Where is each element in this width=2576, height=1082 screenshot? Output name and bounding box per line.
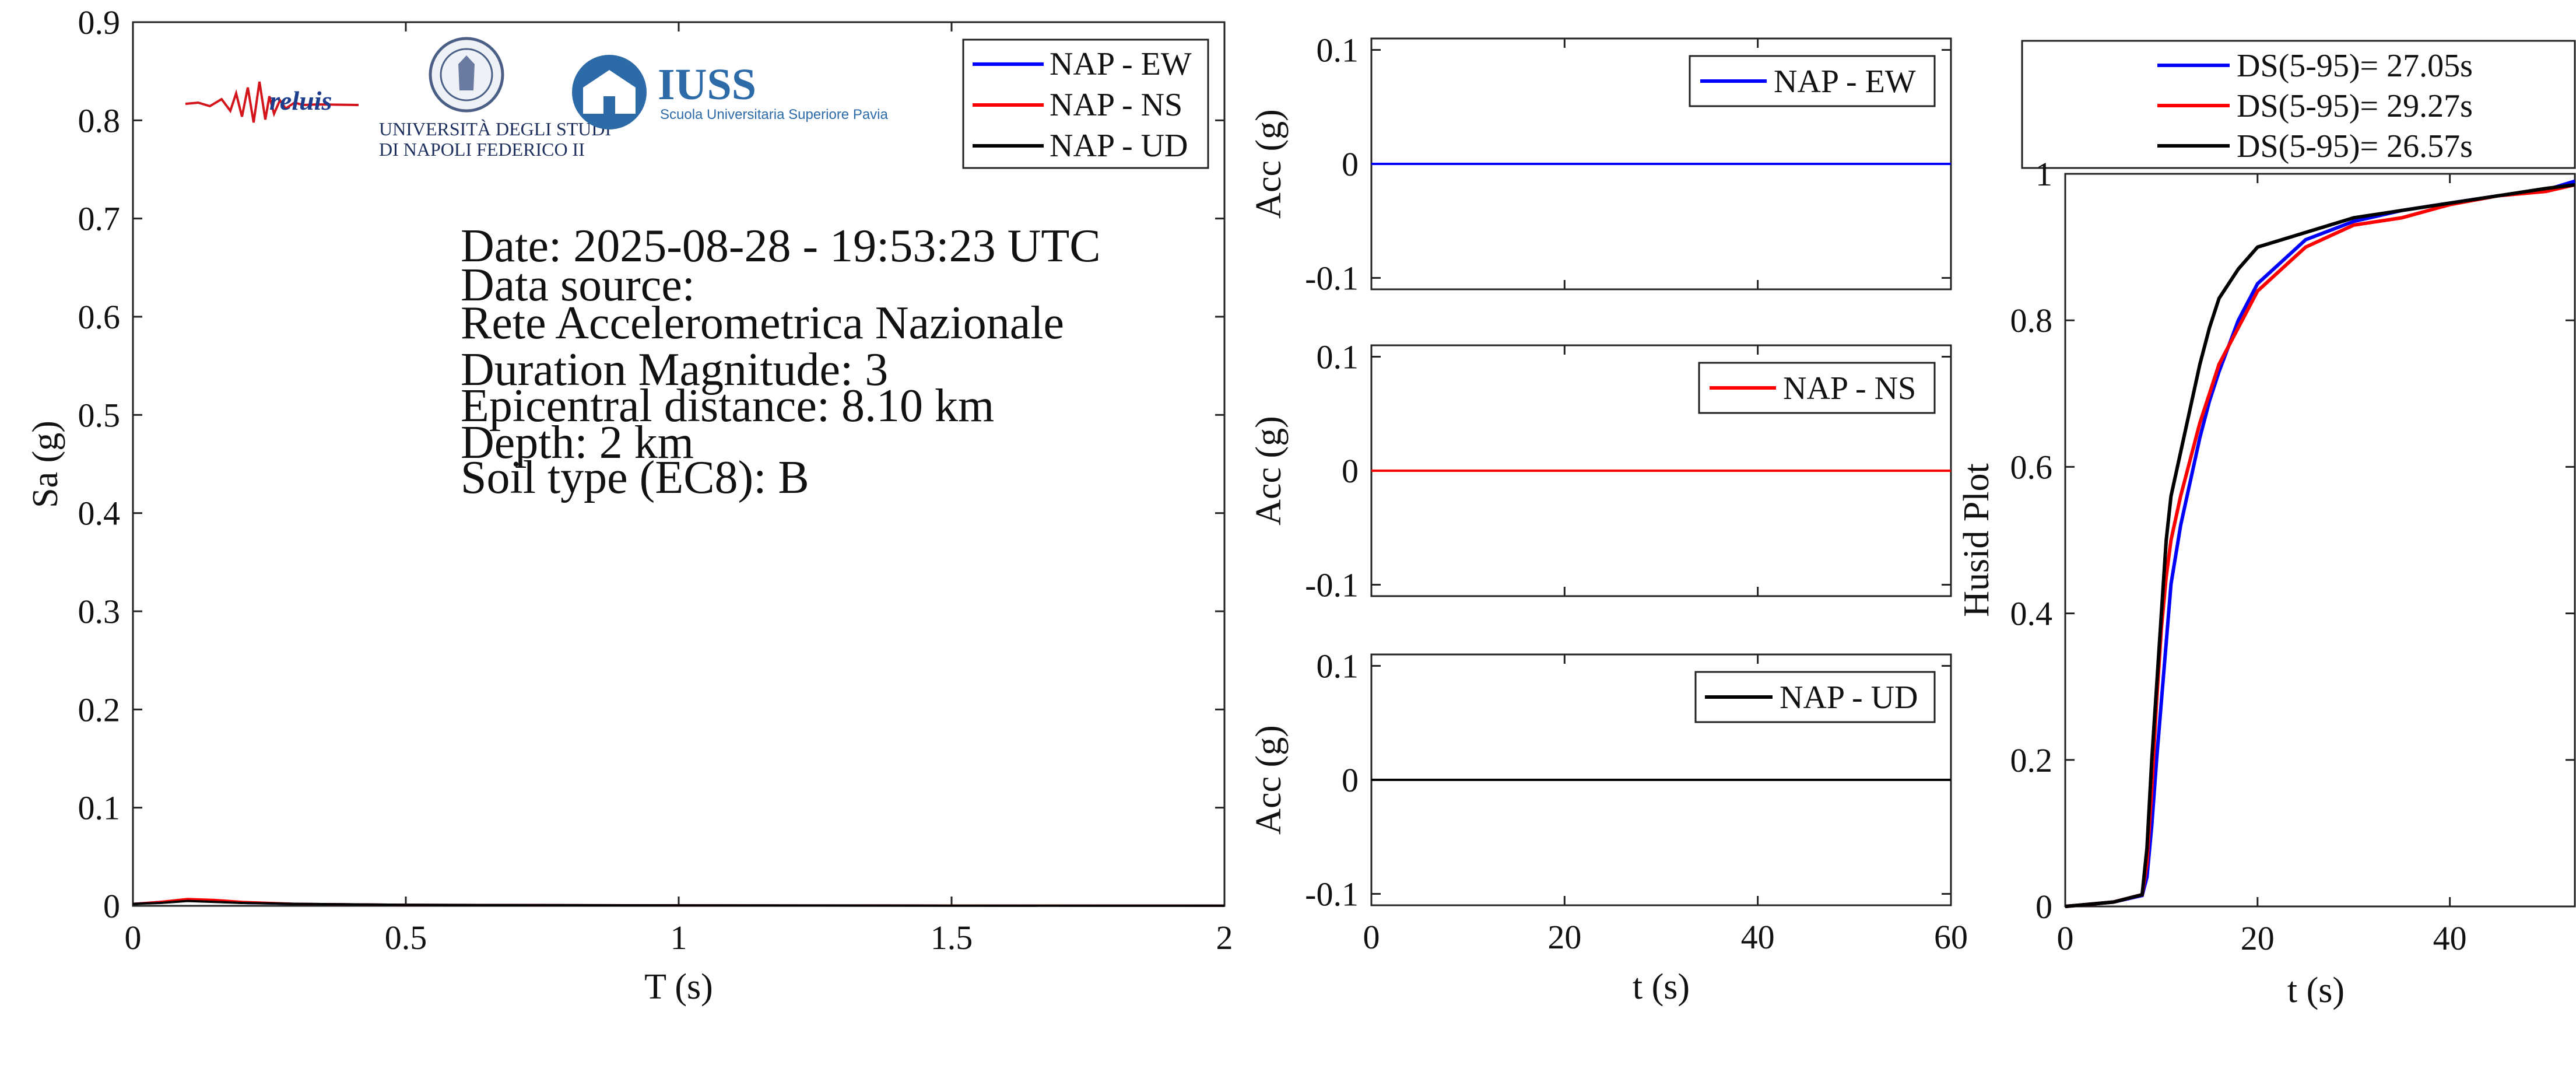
info-date: Date: 2025-08-28 - 19:53:23 UTC xyxy=(461,220,1101,272)
legend-label-ns: NAP - NS xyxy=(1050,87,1182,123)
info-magnitude: Duration Magnitude: 3 xyxy=(461,344,888,395)
acc-ew-ytick-label: 0 xyxy=(1342,145,1359,183)
spectrum-ytick-label: 0.5 xyxy=(78,396,121,434)
husid-lines xyxy=(2065,179,2575,908)
spectrum-xtick-label: 2 xyxy=(1216,919,1233,957)
reluis-logo: reluis xyxy=(185,81,359,123)
husid-ylabel: Husid Plot xyxy=(1957,463,1996,617)
acc-ud-xtick-label: 0 xyxy=(1363,918,1380,956)
acc-ud-legend-label: NAP - UD xyxy=(1780,680,1918,716)
unina-name-line1: UNIVERSITÀ DEGLI STUDI xyxy=(379,118,611,139)
spectrum-ytick-label: 0.4 xyxy=(78,495,121,533)
acc-ew-ylabel: Acc (g) xyxy=(1249,109,1289,219)
acc-ud-ytick-label: 0.1 xyxy=(1317,647,1359,685)
spectrum-series-2-line xyxy=(132,899,1224,907)
spectrum-ytick-label: 0.3 xyxy=(78,593,121,631)
spectrum-ytick-label: 0.2 xyxy=(78,691,121,729)
legend-label-ud: NAP - UD xyxy=(1050,128,1188,164)
husid-legend-label-ud: DS(5-95)= 26.57s xyxy=(2237,128,2473,164)
acc-ud-ytick-label: 0 xyxy=(1342,761,1359,799)
info-depth: Depth: 2 km xyxy=(461,417,694,468)
info-soil: Soil type (EC8): B xyxy=(461,452,809,503)
spectrum-xtick-label: 0.5 xyxy=(385,919,427,957)
spectrum-ylabel: Sa (g) xyxy=(26,421,65,508)
acc-ns-legend: NAP - NS xyxy=(1698,362,1936,414)
acc-ns-legend-label: NAP - NS xyxy=(1783,370,1916,407)
reluis-seismogram-mark xyxy=(185,81,359,123)
spectrum-panel: 0 0.5 1 1.5 2 0 0.1 0.2 0.3 0.4 0.5 0.6 0.7 0.8 0.9 T … xyxy=(26,3,1233,1007)
acc-ud-ticks: 0 20 40 60-0.100.1 xyxy=(1305,647,1968,956)
spectrum-ytick-label: 0 xyxy=(103,887,120,925)
acc-ew-panel: -0.1 0 0.1 Acc (g) NAP - EW xyxy=(1249,31,1952,297)
husid-xtick-label: 40 xyxy=(2433,919,2467,957)
spectrum-lines xyxy=(132,898,1225,907)
husid-legend-label-ew: DS(5-95)= 27.05s xyxy=(2237,48,2473,84)
acc-ns-ylabel: Acc (g) xyxy=(1249,416,1289,526)
husid-ytick-label: 0.4 xyxy=(2010,595,2053,633)
info-source-label: Data source: xyxy=(461,260,695,311)
acc-ud-xtick-label: 40 xyxy=(1741,918,1775,956)
spectrum-ytick-label: 0.6 xyxy=(78,298,121,336)
unina-name-line2: DI NAPOLI FEDERICO II xyxy=(379,139,585,160)
acc-ns-panel: -0.1 0 0.1 Acc (g) NAP - NS xyxy=(1249,338,1952,604)
unina-seal-figure xyxy=(458,55,475,90)
spectrum-ytick-label: 0.1 xyxy=(78,789,121,827)
iuss-subtitle: Scuola Universitaria Superiore Pavia xyxy=(660,107,889,122)
acc-ns-ytick-label: -0.1 xyxy=(1305,566,1359,604)
husid-legend-box xyxy=(2021,40,2576,169)
husid-xtick-label: 0 xyxy=(2057,919,2074,957)
iuss-emblem-building xyxy=(583,70,636,114)
acc-ew-ytick-label: -0.1 xyxy=(1305,259,1359,297)
husid-ytick-label: 0.6 xyxy=(2010,448,2053,486)
spectrum-plot-area xyxy=(132,21,1226,907)
husid-panel: DS(5-95)= 27.05s DS(5-95)= 29.27s DS(5-9… xyxy=(1957,40,2576,1010)
spectrum-ytick-label: 0.9 xyxy=(78,3,121,41)
husid-ytick-label: 0.2 xyxy=(2010,741,2053,779)
acc-ns-ytick-label: 0.1 xyxy=(1317,338,1359,376)
husid-ytick-label: 1 xyxy=(2035,155,2052,193)
acc-ud-xtick-label: 20 xyxy=(1547,918,1581,956)
spectrum-ytick-label: 0.8 xyxy=(78,101,121,139)
acc-ew-ticks: -0.1 0 0.1 xyxy=(1305,31,1952,297)
acc-ew-legend-label: NAP - EW xyxy=(1774,64,1916,100)
legend-label-ew: NAP - EW xyxy=(1050,46,1192,82)
husid-xtick-label: 20 xyxy=(2241,919,2275,957)
spectrum-xtick-label: 1.5 xyxy=(931,919,973,957)
husid-ticks: 0 20 40 0 0.2 0.4 0.6 0.8 1 xyxy=(2010,155,2575,957)
acc-ud-legend: NAP - UD xyxy=(1694,671,1936,723)
acc-ew-ytick-label: 0.1 xyxy=(1317,31,1359,69)
spectrum-xtick-label: 0 xyxy=(125,919,142,957)
spectrum-legend: NAP - EW NAP - NS NAP - UD xyxy=(962,38,1209,169)
husid-ytick-label: 0.8 xyxy=(2010,302,2053,339)
acc-ud-panel: 0 20 40 60-0.100.1 Acc (g) t (s) NAP - UD xyxy=(1249,647,1968,1007)
acc-ns-ytick-label: 0 xyxy=(1342,452,1359,490)
acc-ud-xtick-label: 60 xyxy=(1934,918,1968,956)
acc-ud-ylabel: Acc (g) xyxy=(1249,725,1289,835)
iuss-wordmark: IUSS xyxy=(658,60,756,109)
unina-seal-inner xyxy=(440,48,493,101)
info-source: Rete Accelerometrica Nazionale xyxy=(461,297,1064,349)
husid-legend-label-ns: DS(5-95)= 29.27s xyxy=(2237,88,2473,124)
husid-series-2-line xyxy=(2065,183,2575,908)
spectrum-ytick-label: 0.7 xyxy=(78,200,121,238)
iuss-logo: IUSS Scuola Universitaria Superiore Pavi… xyxy=(572,55,889,129)
spectrum-xtick-label: 1 xyxy=(671,919,687,957)
reluis-wordmark: reluis xyxy=(269,86,332,115)
iuss-emblem-door xyxy=(603,96,615,114)
spectrum-xlabel: T (s) xyxy=(644,967,713,1007)
spectrum-ticks: 0 0.5 1 1.5 2 0 0.1 0.2 0.3 0.4 0.5 0.6 0.7 0.8 0.9 xyxy=(78,3,1233,957)
acc-ns-ticks: -0.1 0 0.1 xyxy=(1305,338,1952,604)
husid-xlabel: t (s) xyxy=(2287,971,2345,1010)
husid-ytick-label: 0 xyxy=(2035,888,2052,926)
acc-ud-xlabel: t (s) xyxy=(1633,967,1690,1007)
acc-ud-ytick-label: -0.1 xyxy=(1305,875,1359,913)
info-distance: Epicentral distance: 8.10 km xyxy=(461,380,994,432)
unina-logo: UNIVERSITÀ DEGLI STUDI DI NAPOLI FEDERIC… xyxy=(379,37,611,160)
acc-ew-legend: NAP - EW xyxy=(1689,55,1936,107)
husid-plot-area xyxy=(2064,173,2576,908)
event-info: Date: 2025-08-28 - 19:53:23 UTC Data sou… xyxy=(461,220,1101,503)
